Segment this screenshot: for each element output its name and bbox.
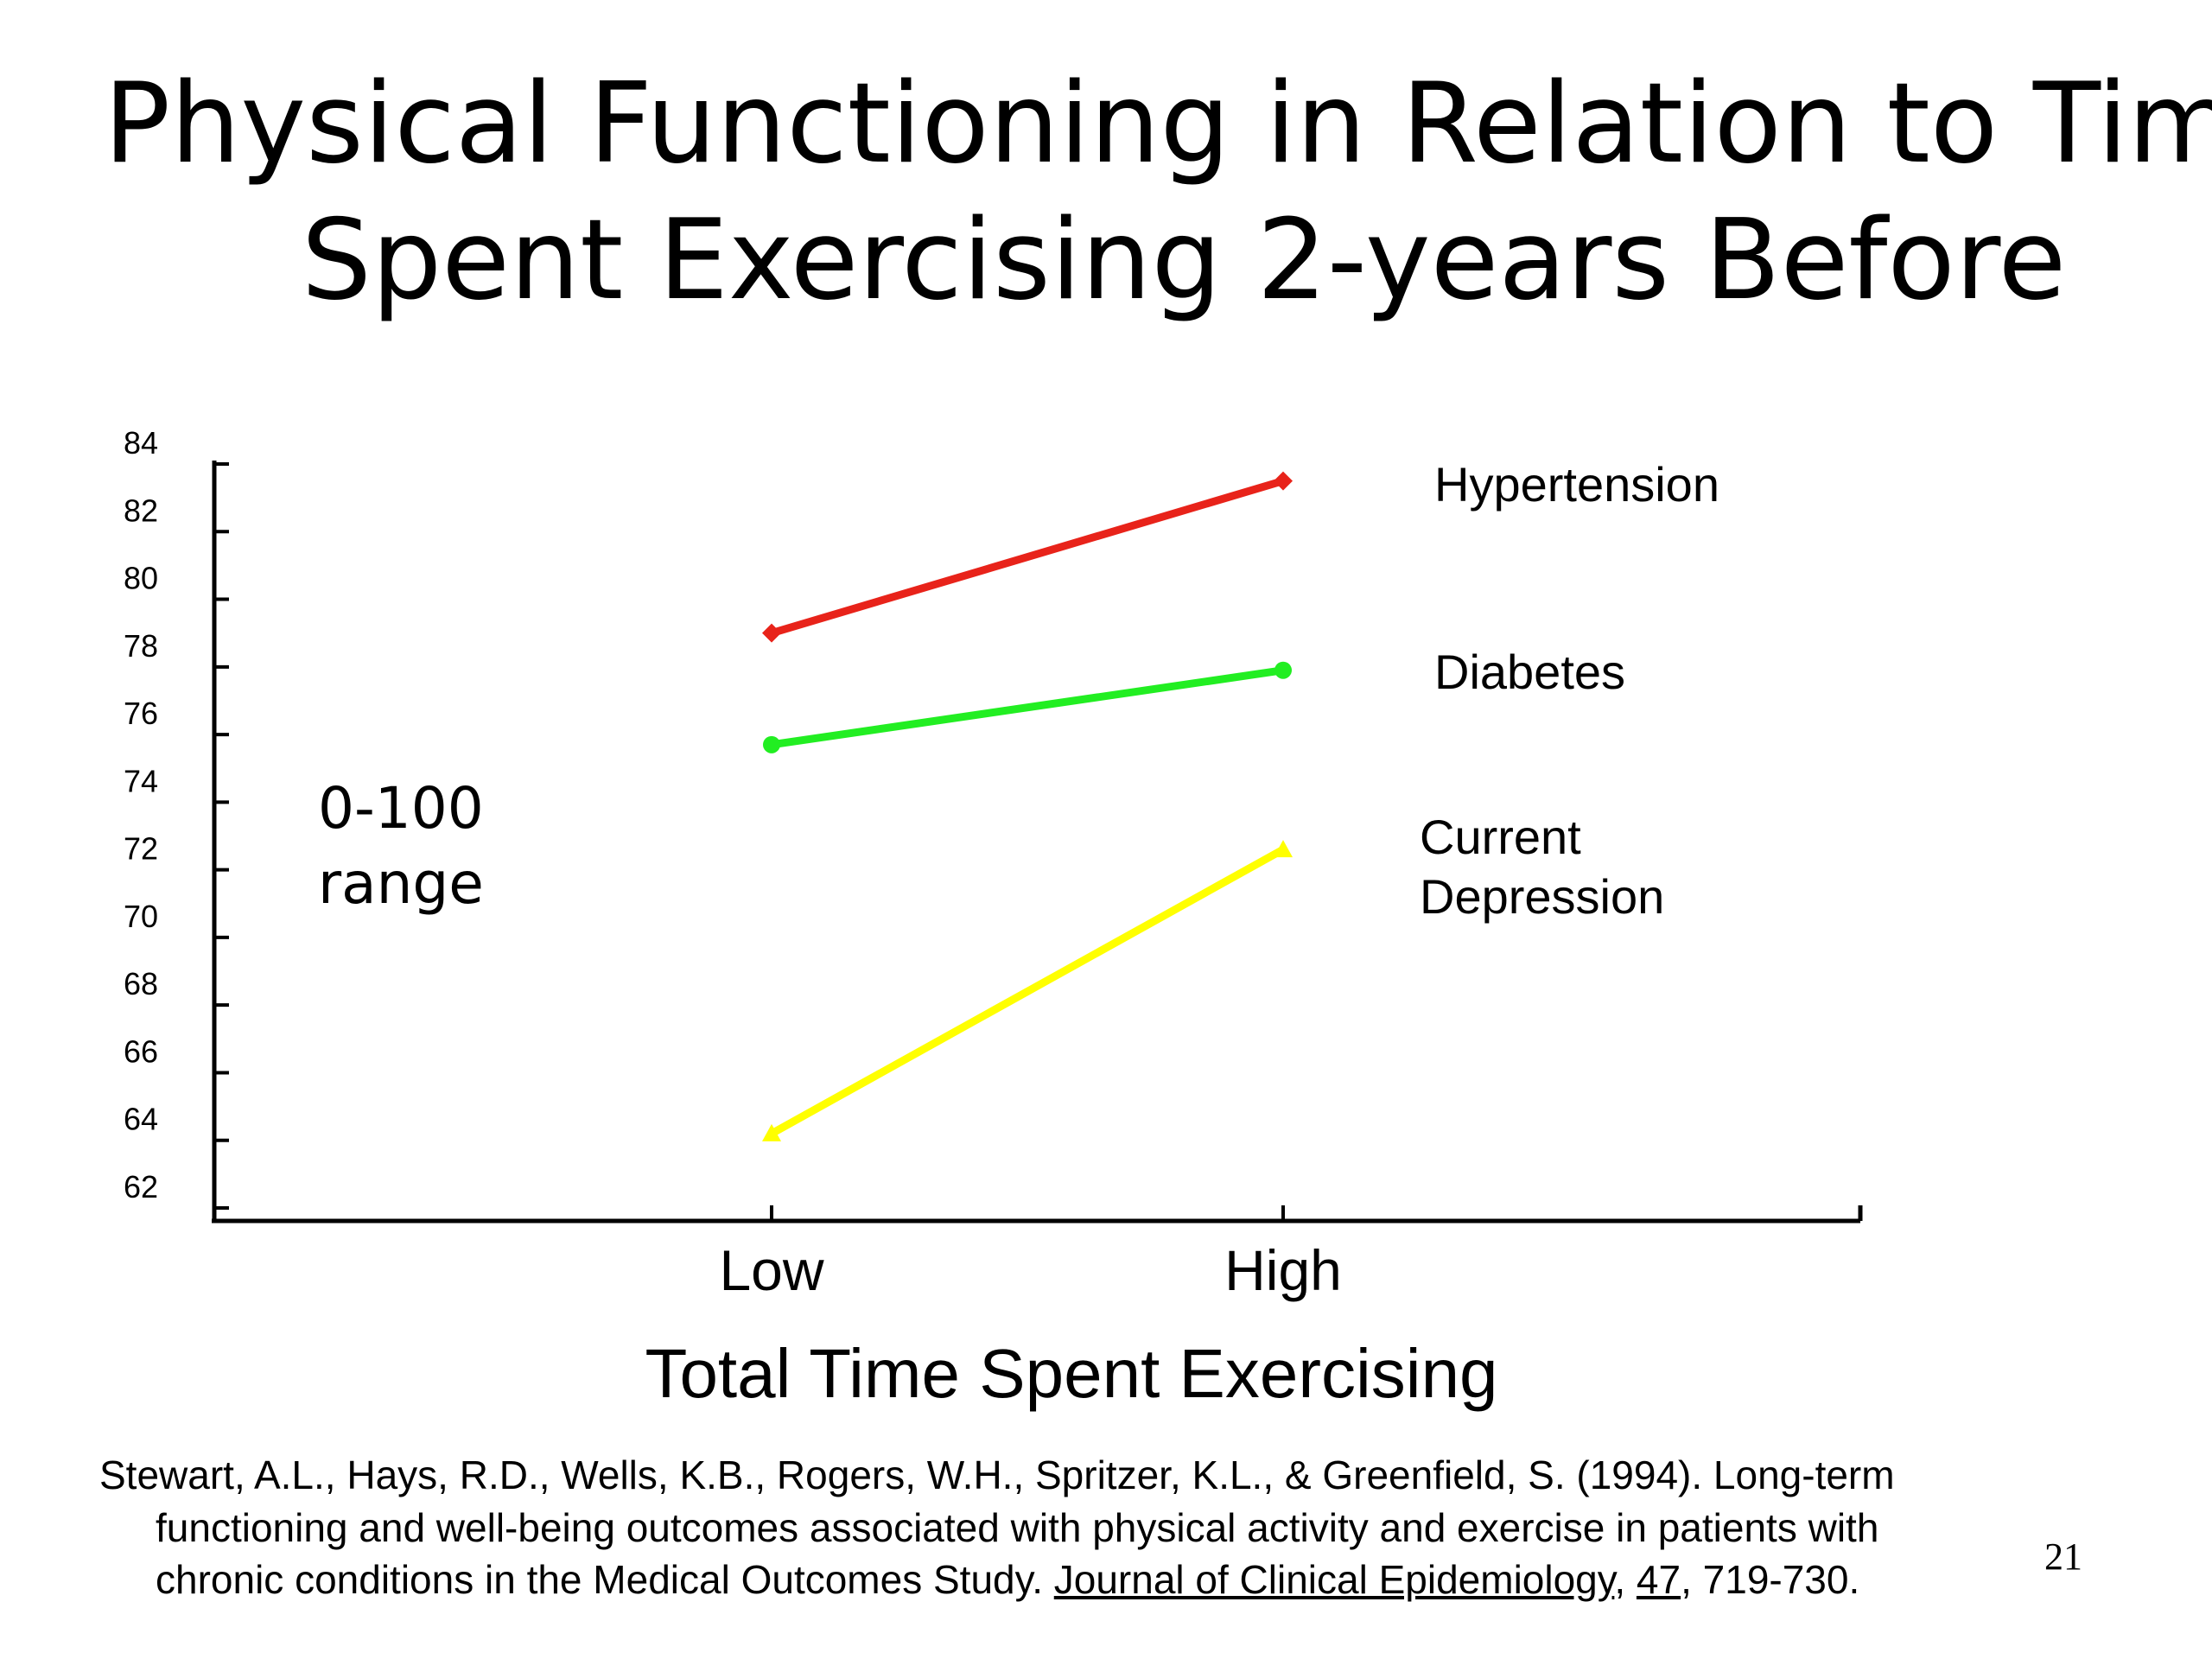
data-point [1274,661,1292,679]
y-tick-label: 62 [124,1169,158,1205]
title-line-2: Spent Exercising 2-years Before [301,196,2067,325]
citation-journal: Journal of Clinical Epidemiology [1053,1557,1615,1602]
series-label: Depression [1420,869,1664,924]
citation-line-1: Stewart, A.L., Hays, R.D., Wells, K.B., … [99,1452,1895,1497]
citation-line-3-text: chronic conditions in the Medical Outcom… [156,1557,1054,1602]
data-point [1274,471,1293,491]
y-tick-label: 82 [124,493,158,528]
annotation-range-line-2: range [318,850,484,917]
y-tick-label: 76 [124,696,158,731]
citation-separator: , [1614,1557,1637,1602]
x-tick-label-high: High [1224,1238,1342,1302]
y-tick-label: 64 [124,1102,158,1137]
title-line-1: Physical Functioning in Relation to Time [104,60,2212,188]
y-tick-label: 80 [124,561,158,596]
y-tick-label: 72 [124,831,158,867]
y-tick-label: 84 [124,425,158,461]
citation-volume: 47 [1636,1557,1681,1602]
citation-line-2: functioning and well-being outcomes asso… [156,1505,1879,1550]
citation-line-3: chronic conditions in the Medical Outcom… [156,1560,1859,1599]
y-tick-label: 74 [124,763,158,798]
x-axis-title: Total Time Spent Exercising [645,1335,1497,1412]
x-tick-label-low: Low [719,1238,823,1302]
y-tick-label: 68 [124,966,158,1001]
series-label: Hypertension [1434,457,1719,512]
series-line-1 [767,666,1287,749]
annotation-range-line-1: 0-100 [318,775,484,842]
data-point [762,623,781,643]
data-point [1274,840,1293,858]
citation-pages: , 719-730. [1681,1557,1860,1602]
page-number: 21 [2044,1535,2082,1578]
y-tick-label: 78 [124,628,158,664]
data-point [762,1123,781,1141]
series-line-0 [767,477,1287,638]
series-line-2 [767,845,1287,1138]
series-label: Diabetes [1434,645,1625,699]
y-tick-label: 66 [124,1033,158,1069]
series-label: Current [1420,810,1581,864]
data-point [763,735,780,753]
y-tick-label: 70 [124,899,158,934]
